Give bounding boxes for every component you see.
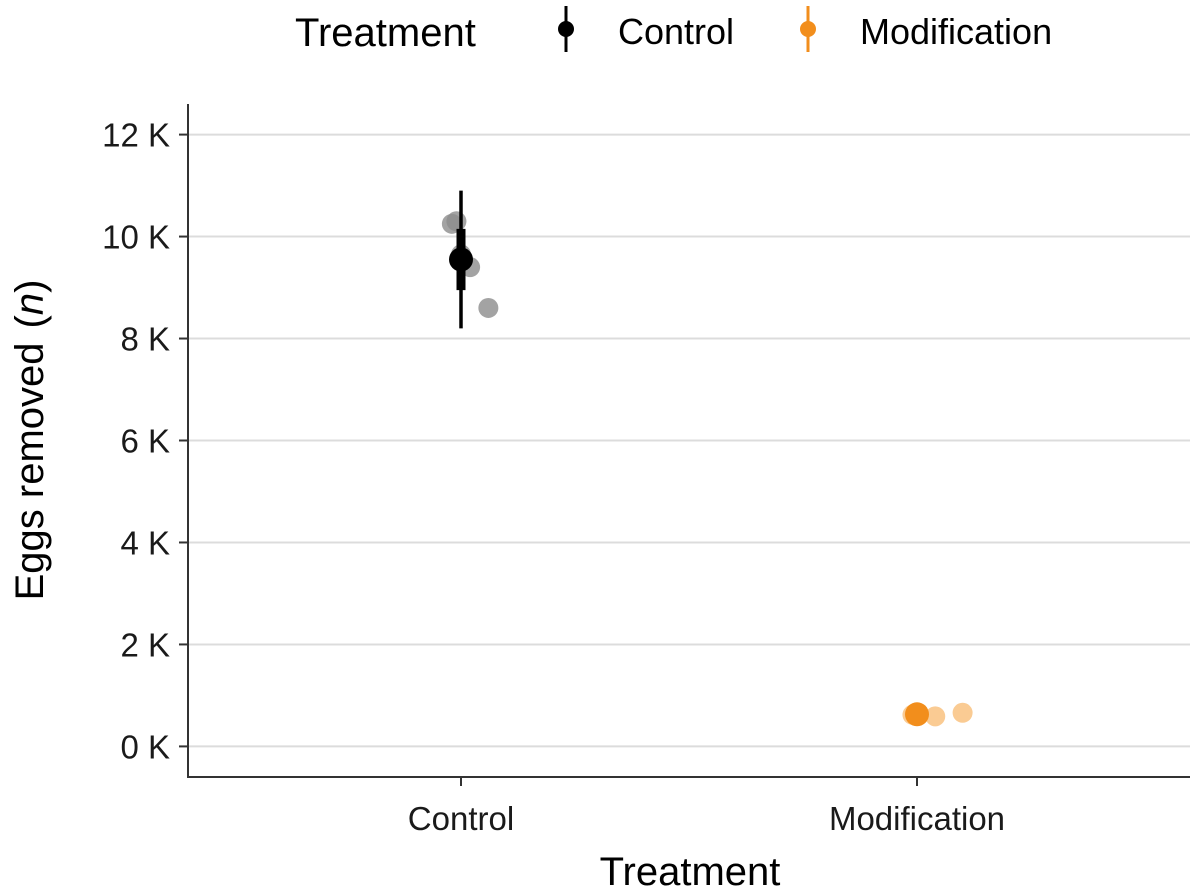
y-tick-label: 6 K xyxy=(120,423,170,460)
y-axis-title-close: ) xyxy=(8,280,52,293)
legend-label-modification: Modification xyxy=(860,11,1052,52)
legend-title: Treatment xyxy=(295,11,476,55)
y-axis-ticks: 0 K 2 K 4 K 6 K 8 K 10 K 12 K xyxy=(102,117,188,765)
y-axis-title: Eggs removed (n) xyxy=(8,280,52,601)
legend: Treatment Control Modification xyxy=(295,6,1052,55)
legend-key-point xyxy=(800,21,816,37)
data-point xyxy=(925,706,946,727)
data-point xyxy=(478,297,499,318)
y-axis-title-open: ( xyxy=(8,314,52,328)
y-tick-label: 10 K xyxy=(102,219,170,256)
data-point xyxy=(446,211,467,232)
legend-label-control: Control xyxy=(618,11,734,52)
x-tick-label: Control xyxy=(408,800,514,837)
y-tick-label: 8 K xyxy=(120,321,170,358)
legend-key-point xyxy=(558,21,574,37)
x-tick-label: Modification xyxy=(829,800,1005,837)
mean-point xyxy=(905,702,929,727)
x-axis-title: Treatment xyxy=(600,850,781,894)
y-tick-label: 0 K xyxy=(120,728,170,765)
legend-key-modification xyxy=(800,6,816,52)
x-axis-ticks: Control Modification xyxy=(408,777,1005,837)
y-axis-title-main: Eggs removed xyxy=(8,342,52,600)
data-point xyxy=(952,702,973,723)
y-axis-title-italic: n xyxy=(8,293,52,315)
legend-key-control xyxy=(558,6,574,52)
y-tick-label: 12 K xyxy=(102,117,170,154)
y-tick-label: 2 K xyxy=(120,626,170,663)
y-tick-label: 4 K xyxy=(120,524,170,561)
gridlines xyxy=(188,133,1190,748)
mean-point xyxy=(449,247,473,272)
data-marks xyxy=(441,190,973,727)
